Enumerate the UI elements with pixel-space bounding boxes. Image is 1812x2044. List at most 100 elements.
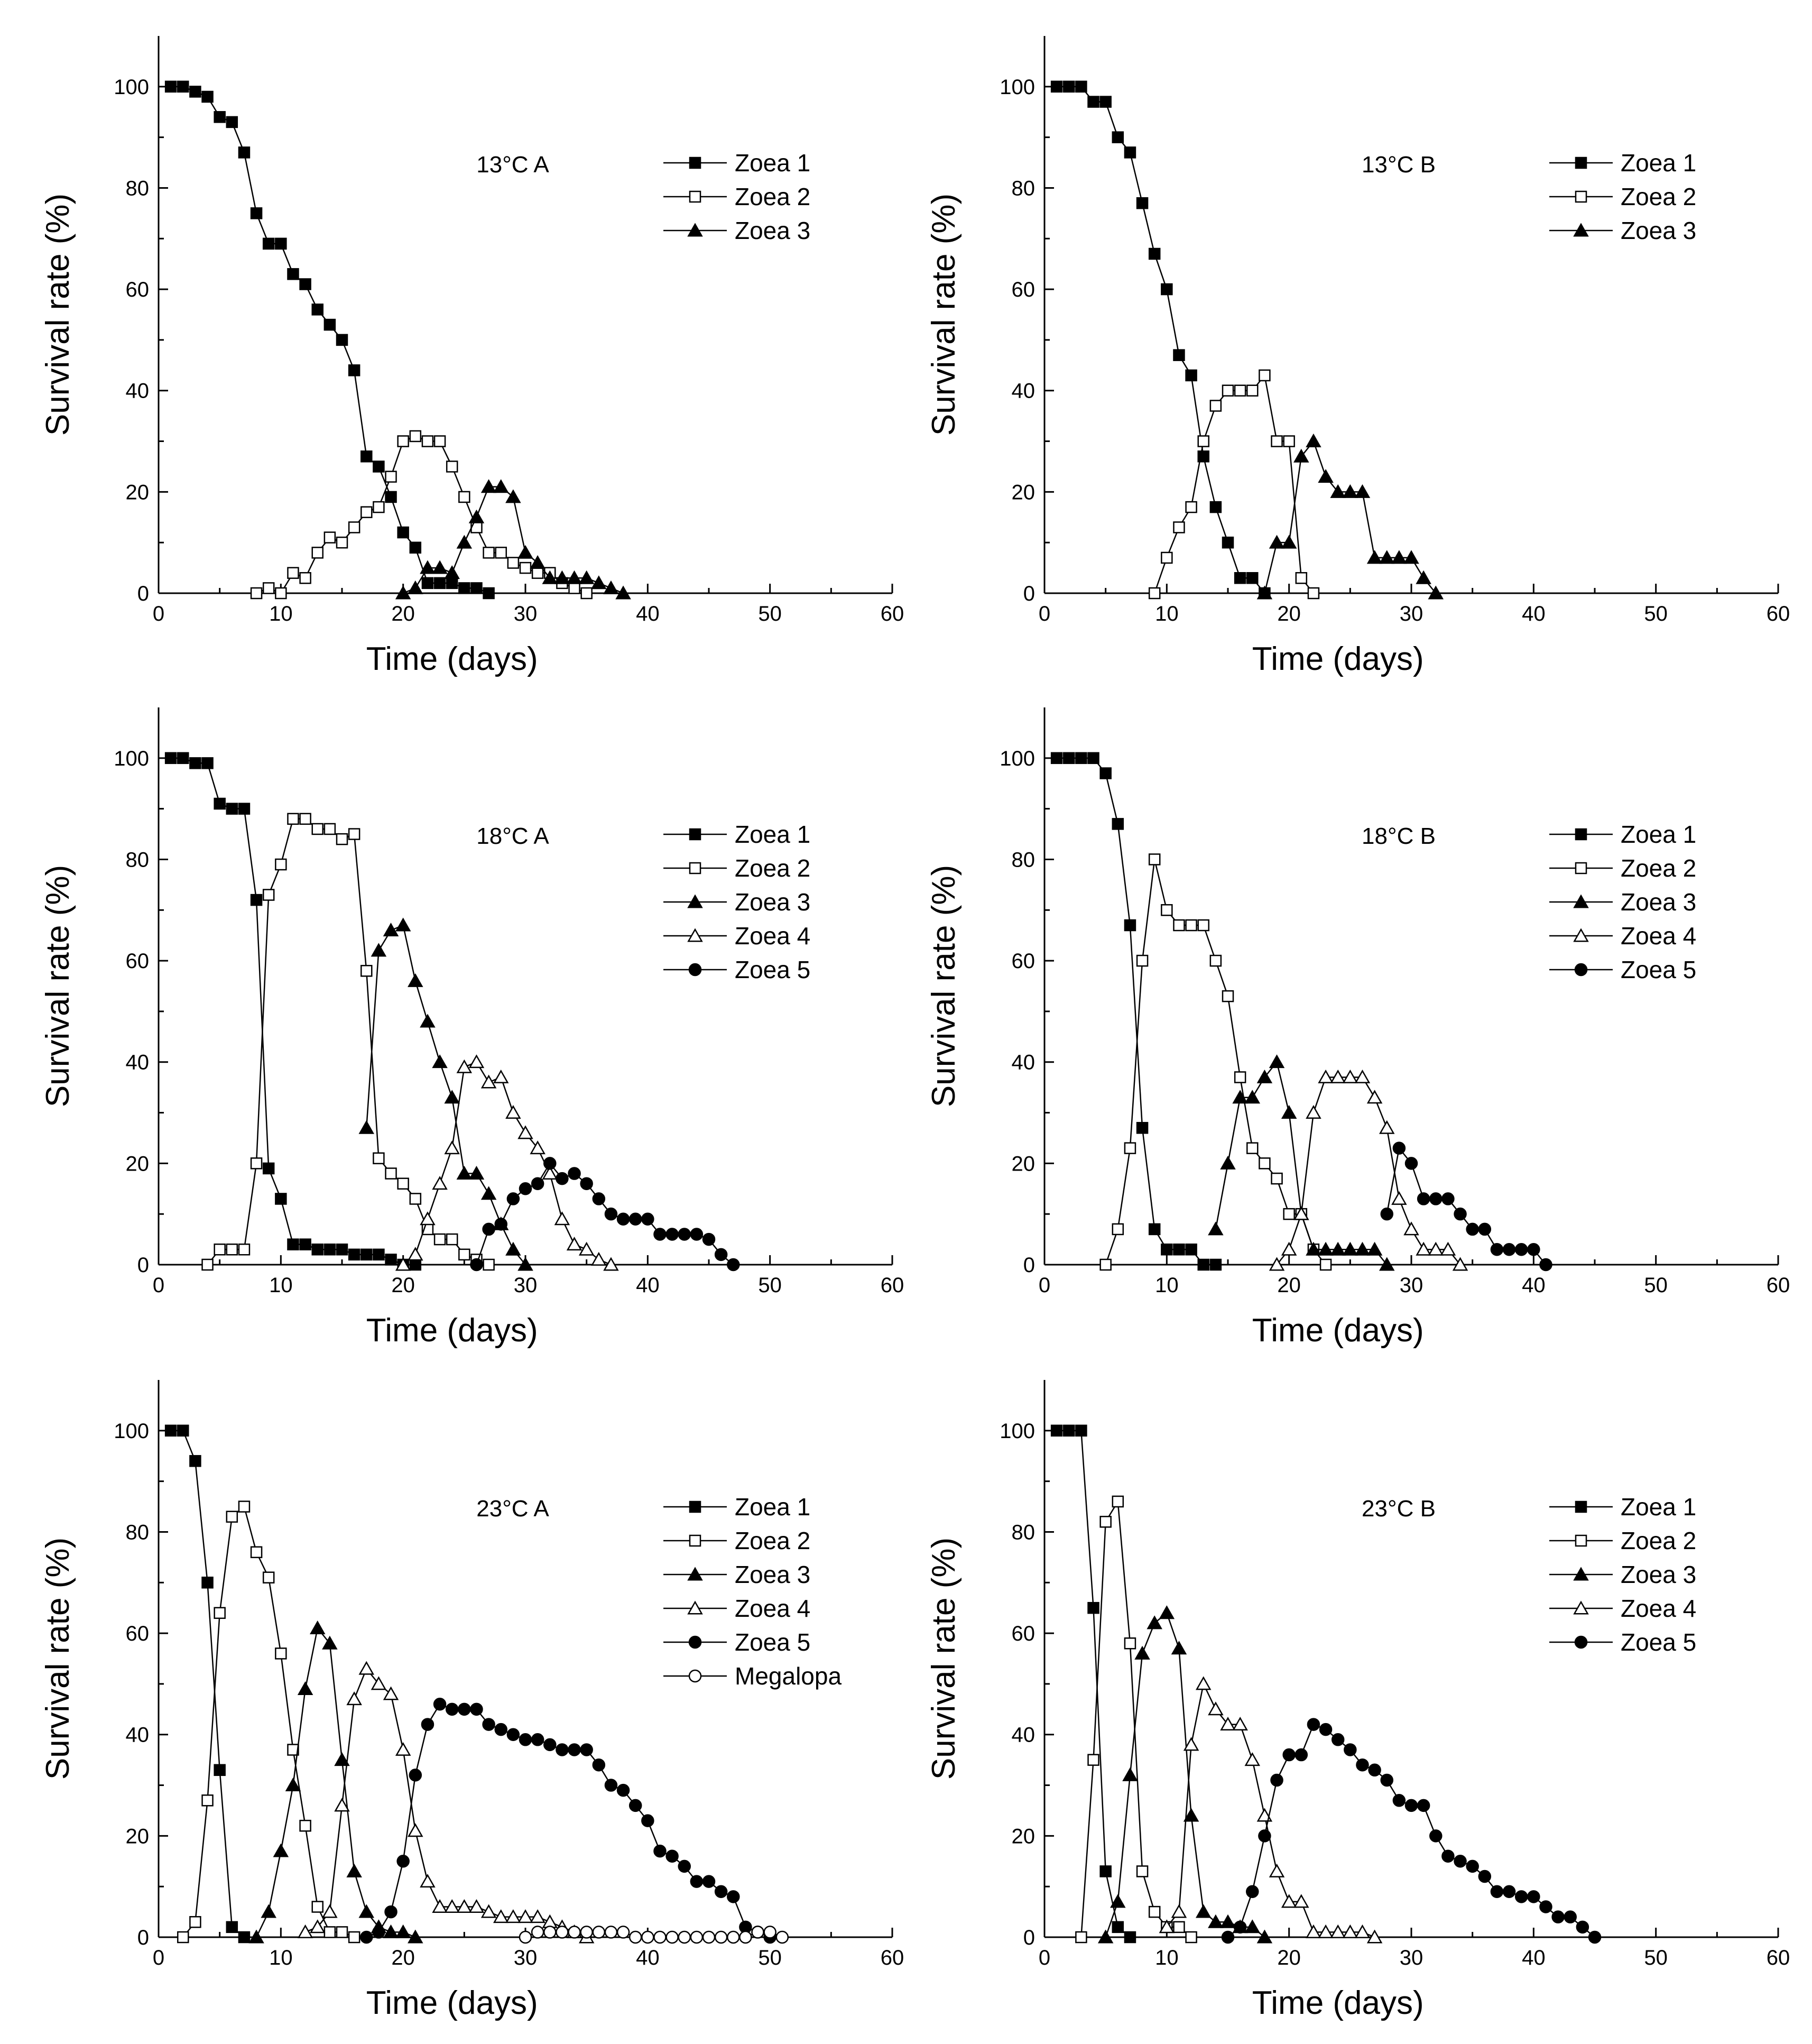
legend-label: Zoea 5 [1621,1628,1696,1656]
data-point [480,479,497,493]
data-point [299,1819,311,1832]
data-point [714,1885,728,1899]
data-point [1171,1904,1187,1918]
data-point [1293,448,1309,463]
data-point [311,1244,323,1256]
data-point [383,923,399,937]
data-point [628,1930,642,1944]
legend-label: Megalopa [735,1662,842,1690]
data-point [287,813,299,825]
data-point [507,557,520,569]
data-point [299,572,311,584]
data-point [358,1904,375,1918]
data-point [1087,1601,1099,1614]
data-point [1197,1258,1209,1271]
data-point [409,1769,422,1782]
legend-marker [688,1635,702,1649]
data-point [1293,1894,1309,1908]
data-point [653,1930,667,1944]
x-tick-label: 0 [1039,602,1050,625]
data-point [1344,1743,1357,1756]
y-tick-label: 60 [1012,278,1036,301]
data-point [1221,1930,1235,1944]
x-tick-label: 40 [1522,602,1546,625]
data-point [1124,919,1136,932]
legend-item: Zoea 4 [663,1595,810,1622]
data-point [420,1014,436,1028]
x-tick-label: 60 [881,602,904,625]
data-point [346,1863,362,1877]
data-point [1502,1243,1516,1256]
data-point [458,1702,471,1716]
data-point [1063,752,1075,765]
data-point [1527,1243,1540,1256]
series-zoea-1 [164,1424,251,1944]
data-point [1222,990,1234,1002]
legend-marker [1573,1600,1589,1615]
data-point [1171,1641,1187,1655]
data-point [1136,954,1149,967]
data-point [1147,1615,1162,1629]
data-point [238,146,251,159]
data-point [1246,1142,1259,1154]
data-point [1122,1767,1138,1781]
data-point [311,1901,323,1913]
data-point [444,1899,460,1913]
legend-marker [1575,1534,1587,1547]
data-point [322,1635,338,1650]
data-point [653,1844,667,1858]
data-point [1112,1223,1124,1236]
data-point [164,1424,177,1437]
data-point [1307,1718,1320,1731]
data-point [1416,1241,1431,1256]
data-point [678,1930,691,1944]
data-point [299,813,311,825]
legend-item: Zoea 4 [1549,1595,1696,1622]
series-zoea-1 [1050,80,1271,600]
data-point [1588,1930,1602,1944]
data-point [580,1743,593,1756]
legend-marker [1574,963,1588,977]
x-tick-label: 50 [1644,1274,1668,1297]
data-point [177,752,189,765]
data-point [1246,1885,1259,1899]
data-point [1185,501,1197,513]
data-point [530,1909,546,1923]
x-tick-label: 60 [1767,1946,1790,1969]
legend-item: Zoea 1 [663,149,810,177]
data-point [1099,767,1112,779]
legend-label: Zoea 3 [1621,1561,1696,1588]
data-point [1403,1221,1419,1236]
data-point [1148,247,1161,260]
chart-panel-4: 0 10 20 30 40 50 60 0 20 40 60 80 100 Time (days) Surv… [926,707,1790,1349]
x-tick-label: 20 [391,1274,415,1297]
panel-label: 23°C A [476,1496,549,1522]
data-point [1258,1829,1271,1843]
data-point [517,1909,533,1923]
x-tick-label: 40 [636,602,660,625]
y-axis-title: Survival rate (%) [40,1537,76,1780]
data-point [1233,1920,1247,1934]
x-tick-label: 50 [758,1274,782,1297]
data-point [531,1733,544,1746]
data-point [1319,1258,1332,1271]
data-point [348,364,360,376]
data-point [432,1176,448,1190]
legend-marker [1575,190,1587,203]
data-point [519,561,532,574]
data-point [273,1843,289,1857]
data-point [1183,1808,1199,1822]
legend-item: Zoea 2 [663,1527,810,1554]
data-point [493,1909,509,1923]
data-point [262,1571,275,1583]
data-point [395,1742,411,1756]
data-point [1097,1929,1114,1944]
data-point [311,547,323,559]
y-tick-label: 60 [1012,950,1036,973]
data-point [468,1054,485,1069]
data-point [1551,1910,1565,1923]
data-point [1232,1090,1248,1104]
x-tick-label: 10 [269,1946,293,1969]
data-point [1234,572,1246,584]
data-point [702,1232,716,1246]
